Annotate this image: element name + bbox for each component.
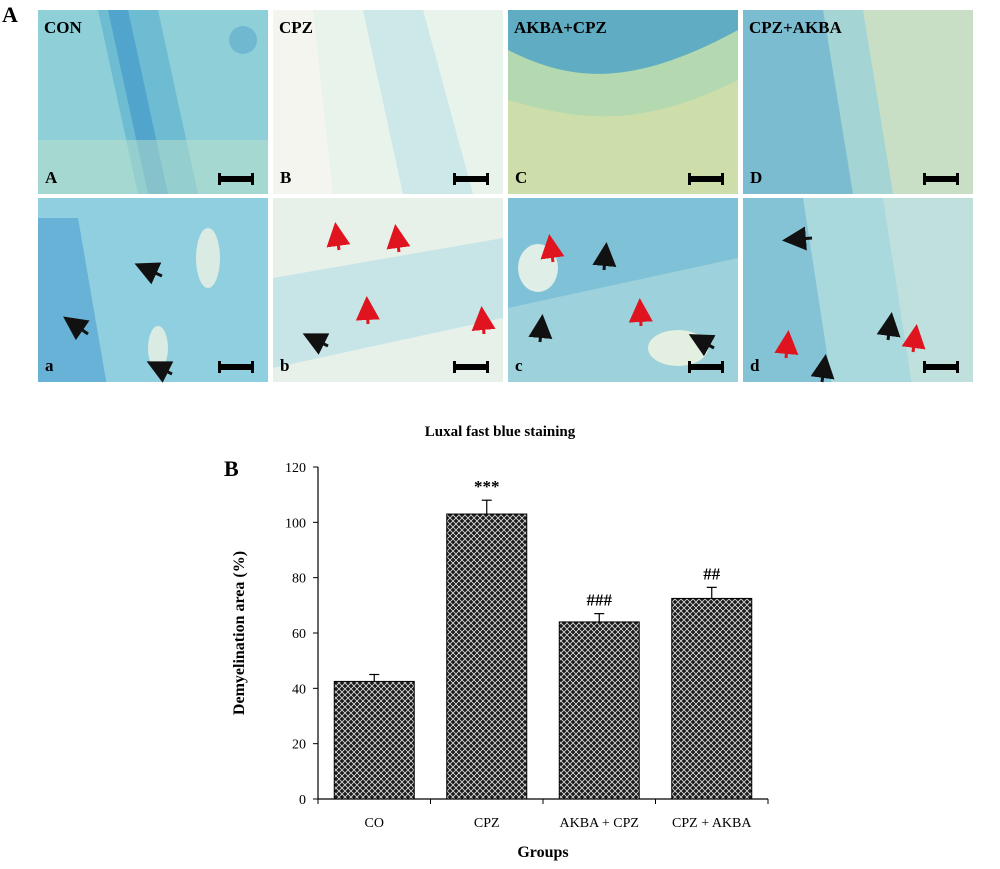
panel-label: b [280, 356, 290, 375]
significance-label: ## [703, 564, 721, 583]
y-tick-label: 120 [285, 461, 306, 476]
scale-bar [688, 173, 724, 185]
panel-con-high: a [38, 198, 268, 382]
bar-chart: 0 20 40 60 80 100 120 CO CPZ *** AKBA + CPZ ### CPZ … [231, 461, 769, 861]
tissue-image [38, 198, 268, 382]
scale-bar [218, 361, 254, 373]
y-tick-label: 20 [292, 738, 306, 753]
tissue-image [273, 10, 503, 194]
x-axis-label: Groups [517, 844, 568, 861]
scale-bar [453, 173, 489, 185]
x-tick-label: CPZ + AKBA [672, 816, 752, 831]
significance-label: *** [474, 477, 500, 496]
y-tick-label: 80 [292, 572, 306, 587]
panel-cpz-high: b [273, 198, 503, 382]
tissue-image [38, 10, 268, 194]
x-tick-label: CO [365, 816, 384, 831]
scale-bar [218, 173, 254, 185]
panel-label: a [45, 356, 54, 375]
y-tick-label: 40 [292, 682, 306, 697]
scale-bar [923, 173, 959, 185]
bar-0 [333, 680, 415, 800]
panel-cpz-akba-low: CPZ+AKBA D [743, 10, 973, 194]
panel-title: AKBA+CPZ [514, 18, 607, 37]
tissue-image [508, 10, 738, 194]
scale-bar [923, 361, 959, 373]
panel-cpz-akba-high: d [743, 198, 973, 382]
panel-label: d [750, 356, 760, 375]
panel-title: CON [44, 18, 82, 37]
y-axis-label: Demyelination area (%) [231, 551, 248, 715]
panel-title: CPZ+AKBA [749, 18, 842, 37]
panel-akba-cpz-high: c [508, 198, 738, 382]
scale-bar [688, 361, 724, 373]
tissue-image [743, 10, 973, 194]
panel-label: A [45, 168, 58, 187]
scale-bar [453, 361, 489, 373]
y-tick-label: 60 [292, 627, 306, 642]
panel-title: CPZ [279, 18, 313, 37]
bar-2 [558, 621, 640, 800]
panel-label: c [515, 356, 523, 375]
x-tick-label: AKBA + CPZ [560, 816, 639, 831]
tissue-image [273, 198, 503, 382]
y-tick-label: 0 [299, 793, 306, 808]
panel-label: B [280, 168, 292, 187]
significance-label: ### [587, 591, 613, 610]
tissue-image [743, 198, 973, 382]
panel-con-low: CON A [38, 10, 268, 194]
panel-label: D [750, 168, 763, 187]
figure-letter-b: B [224, 456, 239, 481]
chart-title: Luxal fast blue staining [424, 424, 576, 440]
panel-akba-cpz-low: AKBA+CPZ C [508, 10, 738, 194]
y-tick-label: 100 [285, 516, 306, 531]
x-tick-label: CPZ [474, 816, 500, 831]
histology-panel-grid: CON A CPZ B AKBA+CPZ C CPZ+AKBA D a b c [38, 10, 974, 392]
panel-cpz-low: CPZ B [273, 10, 503, 194]
bar-3 [671, 597, 753, 800]
tissue-image [508, 198, 738, 382]
panel-label: C [515, 168, 528, 187]
bar-1 [446, 513, 528, 800]
figure-letter-a: A [2, 2, 18, 27]
